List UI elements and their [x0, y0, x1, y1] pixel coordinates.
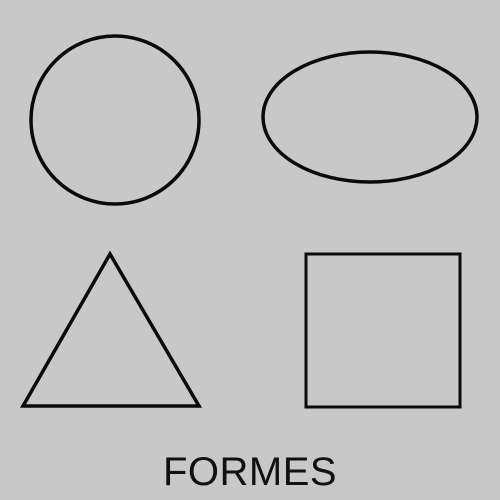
square-shape	[304, 252, 462, 409]
triangle-shape	[19, 250, 203, 408]
ellipse-shape	[261, 50, 479, 184]
circle-shape	[29, 34, 201, 206]
page-title: FORMES	[162, 450, 338, 494]
